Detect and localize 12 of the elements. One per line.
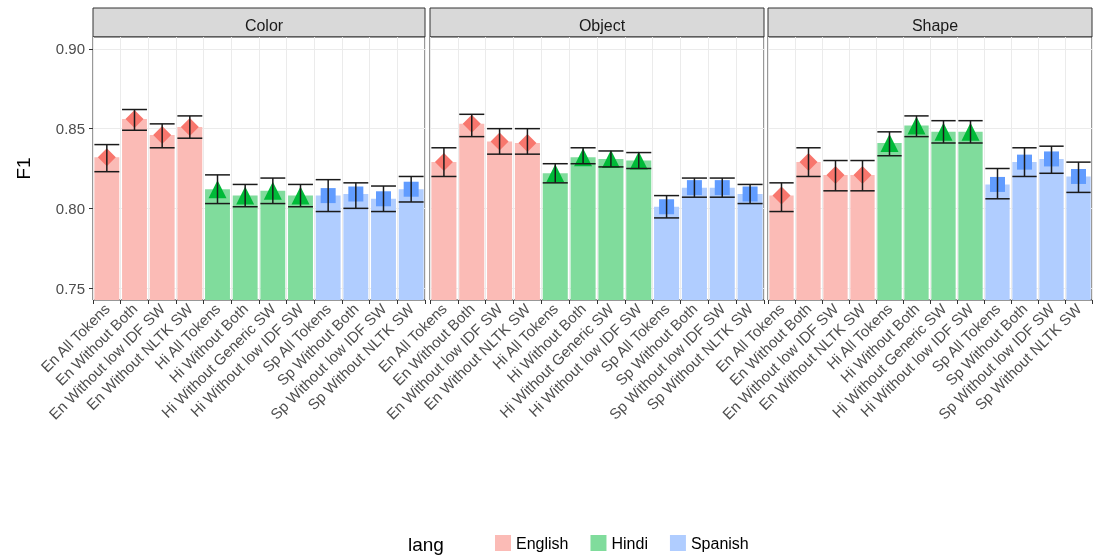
chart-title: Object xyxy=(578,16,626,34)
legend-label: Hindi xyxy=(611,534,648,552)
chart-title: Shape xyxy=(911,16,959,34)
chart-title: Color xyxy=(244,16,284,34)
y-tick-label: 0.75 xyxy=(55,279,85,297)
legend-label: English xyxy=(516,534,569,552)
legend-title: lang xyxy=(408,534,444,555)
legend-label: Spanish xyxy=(690,534,749,552)
y-tick-label: 0.85 xyxy=(55,120,85,138)
y-axis-title: F1 xyxy=(13,157,34,180)
y-tick-label: 0.90 xyxy=(55,40,85,58)
y-tick-label: 0.80 xyxy=(55,199,85,217)
